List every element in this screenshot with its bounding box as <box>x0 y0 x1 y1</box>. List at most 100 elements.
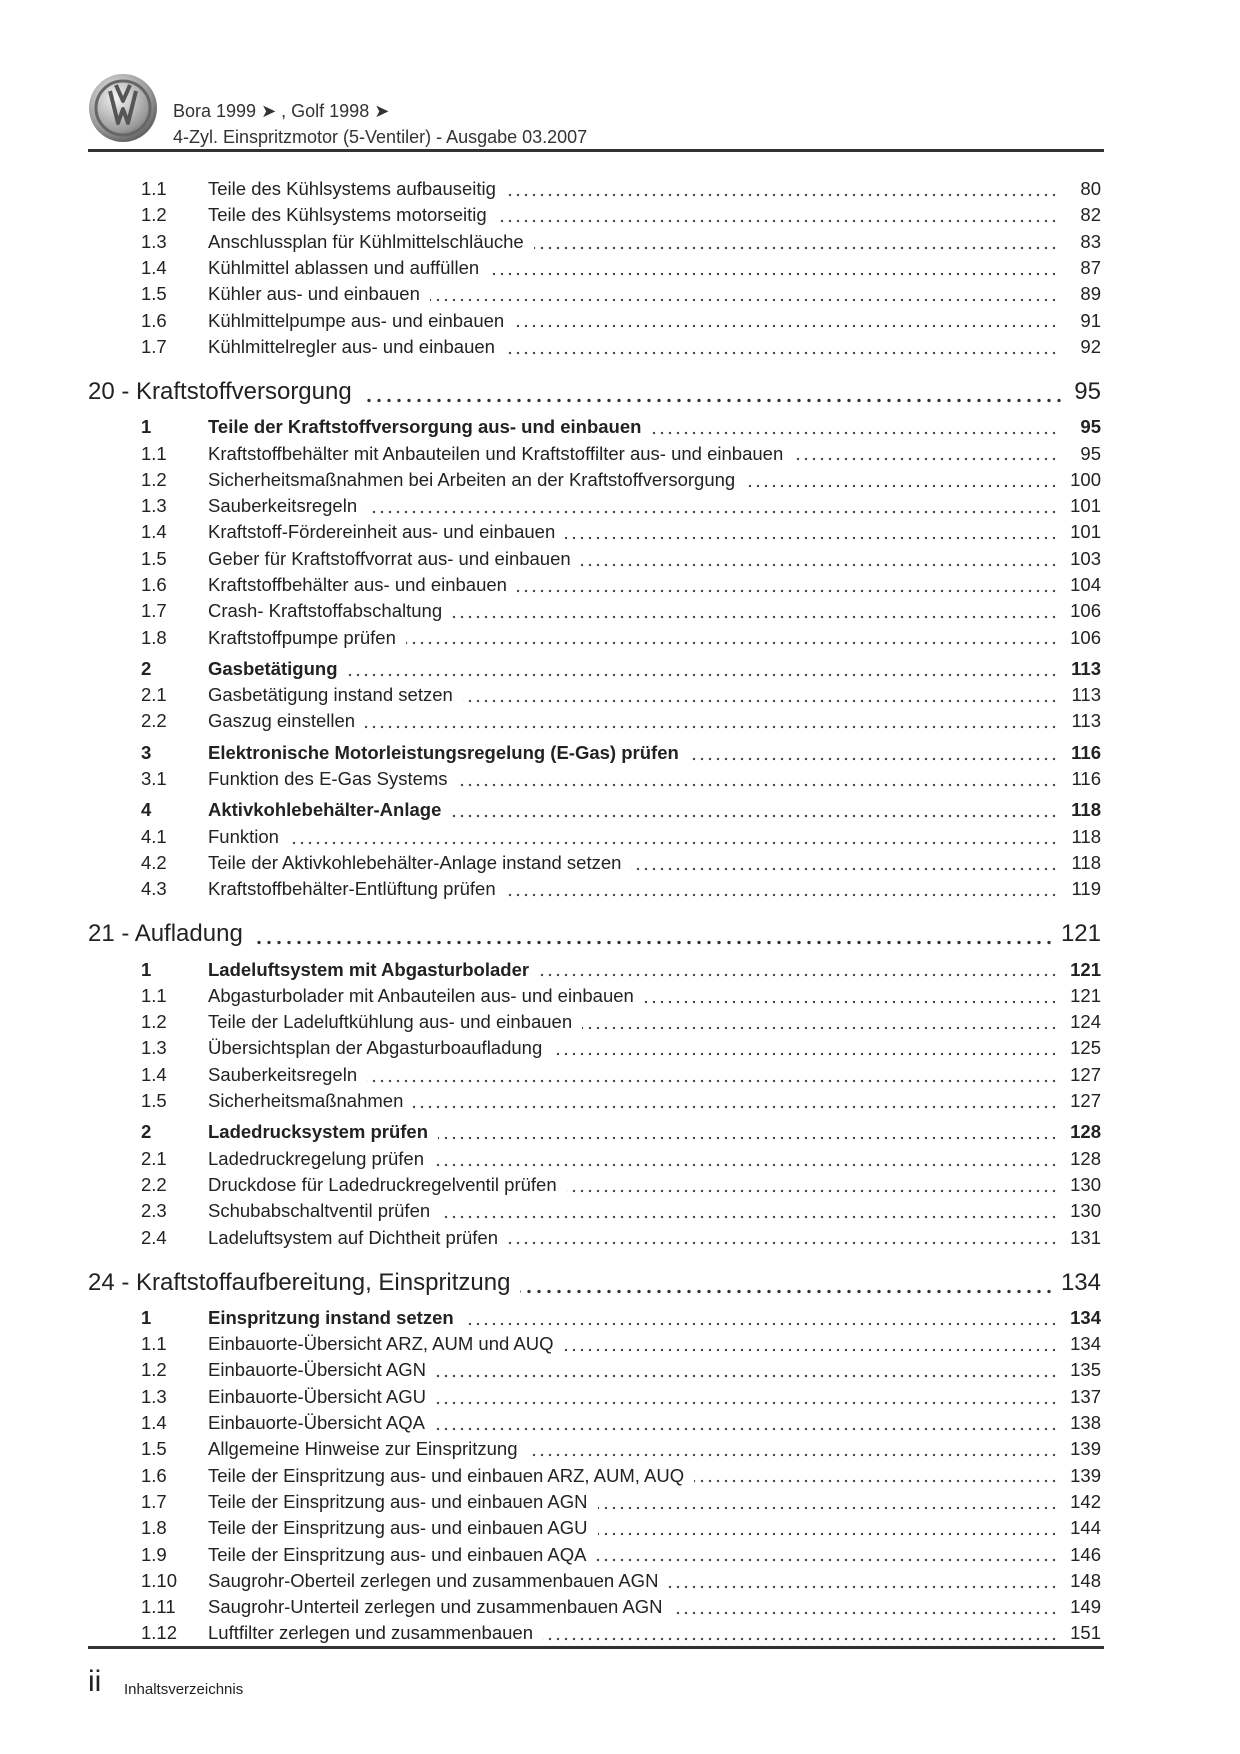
entry-page: 101 <box>1062 521 1101 544</box>
entry-title: Teile der Aktivkohlebehälter-Anlage inst… <box>208 851 632 874</box>
footer-page-number: ii <box>88 1665 102 1698</box>
entry-title: Ladeluftsystem mit Abgasturbolader <box>208 958 540 981</box>
entry-title: Sauberkeitsregeln <box>208 1063 368 1086</box>
toc-subsection[interactable]: 1.8 Teile der Einspritzung aus- und einba… <box>88 1515 1104 1541</box>
toc-subsection[interactable]: 3.1 Funktion des E-Gas Systems 116 <box>88 766 1104 792</box>
entry-number: 1.4 <box>141 1063 167 1085</box>
entry-number: 1 <box>141 958 152 980</box>
toc-subsection[interactable]: 1.5 Geber für Kraftstoffvorrat aus- und e… <box>88 546 1104 572</box>
toc-subsection[interactable]: 1.5 Allgemeine Hinweise zur Einspritzung 1… <box>88 1436 1104 1462</box>
entry-number: 1 <box>141 416 152 438</box>
toc-subsection[interactable]: 1.6 Kühlmittelpumpe aus- und einbauen 91 <box>88 307 1104 333</box>
entry-title: Ladedrucksystem prüfen <box>208 1121 439 1144</box>
toc-section[interactable]: 2 Ladedrucksystem prüfen 128 <box>88 1119 1104 1145</box>
toc-subsection[interactable]: 1.3 Einbauorte-Übersicht AGU 137 <box>88 1384 1104 1410</box>
toc-chapter[interactable]: 24 - Kraftstoffaufbereitung, Einspritzun… <box>88 1266 1104 1300</box>
toc-subsection[interactable]: 1.1 Abgasturbolader mit Anbauteilen aus- … <box>88 983 1104 1009</box>
dot-leader <box>208 725 1058 730</box>
toc-subsection[interactable]: 1.4 Kraftstoff-Fördereinheit aus- und ein… <box>88 519 1104 545</box>
entry-title: Luftfilter zerlegen und zusammenbauen <box>208 1622 543 1645</box>
toc-subsection[interactable]: 2.3 Schubabschaltventil prüfen 130 <box>88 1198 1104 1224</box>
toc-section[interactable]: 3 Elektronische Motorleistungsregelung (E… <box>88 740 1104 766</box>
footer-section-label: Inhaltsverzeichnis <box>124 1681 244 1698</box>
entry-page: 128 <box>1062 1147 1101 1170</box>
toc-subsection[interactable]: 1.3 Sauberkeitsregeln 101 <box>88 493 1104 519</box>
toc-subsection[interactable]: 4.1 Funktion 118 <box>88 824 1104 850</box>
entry-number: 2.1 <box>141 1147 167 1169</box>
dot-leader <box>208 1532 1058 1537</box>
entry-number: 1.3 <box>141 1037 167 1059</box>
entry-title: Funktion des E-Gas Systems <box>208 768 458 791</box>
entry-title: Ladeluftsystem auf Dichtheit prüfen <box>208 1226 508 1249</box>
entry-page: 135 <box>1062 1359 1101 1382</box>
toc-subsection[interactable]: 1.3 Anschlussplan für Kühlmittelschläuche… <box>88 229 1104 255</box>
toc-subsection[interactable]: 2.2 Druckdose für Ladedruckregelventil pr… <box>88 1172 1104 1198</box>
entry-page: 130 <box>1062 1200 1101 1223</box>
toc-subsection[interactable]: 1.1 Teile des Kühlsystems aufbauseitig 80 <box>88 176 1104 202</box>
toc-chapter[interactable]: 21 - Aufladung 121 <box>88 917 1104 951</box>
toc-subsection[interactable]: 1.10 Saugrohr-Oberteil zerlegen und zusam… <box>88 1568 1104 1594</box>
entry-page: 130 <box>1062 1173 1101 1196</box>
entry-number: 2.3 <box>141 1200 167 1222</box>
entry-page: 137 <box>1062 1385 1101 1408</box>
entry-title: Kraftstoffbehälter mit Anbauteilen und K… <box>208 442 794 465</box>
entry-number: 1.4 <box>141 521 167 543</box>
entry-page: 92 <box>1072 335 1101 358</box>
entry-title: Kraftstoffpumpe prüfen <box>208 626 406 649</box>
entry-number: 1.6 <box>141 1464 167 1486</box>
entry-page: 138 <box>1062 1412 1101 1435</box>
toc-subsection[interactable]: 1.2 Teile des Kühlsystems motorseitig 82 <box>88 202 1104 228</box>
toc-section[interactable]: 2 Gasbetätigung 113 <box>88 656 1104 682</box>
entry-title: Kraftstoff-Fördereinheit aus- und einbau… <box>208 521 566 544</box>
entry-page: 121 <box>1062 984 1101 1007</box>
toc-subsection[interactable]: 1.2 Sicherheitsmaßnahmen bei Arbeiten an … <box>88 467 1104 493</box>
toc-subsection[interactable]: 1.5 Sicherheitsmaßnahmen 127 <box>88 1088 1104 1114</box>
header-divider <box>88 149 1104 152</box>
toc-section[interactable]: 1 Einspritzung instand setzen 134 <box>88 1305 1104 1331</box>
toc-subsection[interactable]: 4.2 Teile der Aktivkohlebehälter-Anlage i… <box>88 850 1104 876</box>
toc-subsection[interactable]: 1.11 Saugrohr-Unterteil zerlegen und zusa… <box>88 1594 1104 1620</box>
entry-title: Gasbetätigung instand setzen <box>208 684 463 707</box>
toc-subsection[interactable]: 2.4 Ladeluftsystem auf Dichtheit prüfen 13… <box>88 1224 1104 1250</box>
toc-subsection[interactable]: 1.6 Kraftstoffbehälter aus- und einbauen 1… <box>88 572 1104 598</box>
toc-subsection[interactable]: 1.9 Teile der Einspritzung aus- und einba… <box>88 1541 1104 1567</box>
entry-number: 1.4 <box>141 1412 167 1434</box>
toc-subsection[interactable]: 2.1 Ladedruckregelung prüfen 128 <box>88 1146 1104 1172</box>
toc-subsection[interactable]: 1.5 Kühler aus- und einbauen 89 <box>88 281 1104 307</box>
toc-subsection[interactable]: 1.2 Einbauorte-Übersicht AGN 135 <box>88 1357 1104 1383</box>
toc-subsection[interactable]: 2.1 Gasbetätigung instand setzen 113 <box>88 682 1104 708</box>
toc-subsection[interactable]: 1.4 Einbauorte-Übersicht AQA 138 <box>88 1410 1104 1436</box>
entry-number: 1.1 <box>141 984 167 1006</box>
toc-subsection[interactable]: 1.6 Teile der Einspritzung aus- und einba… <box>88 1462 1104 1488</box>
entry-page: 95 <box>1066 378 1101 407</box>
entry-page: 95 <box>1072 442 1101 465</box>
toc-subsection[interactable]: 1.12 Luftfilter zerlegen und zusammenbaue… <box>88 1620 1104 1646</box>
toc-section[interactable]: 1 Teile der Kraftstoffversorgung aus- und… <box>88 414 1104 440</box>
toc-subsection[interactable]: 1.1 Kraftstoffbehälter mit Anbauteilen un… <box>88 440 1104 466</box>
toc-subsection[interactable]: 4.3 Kraftstoffbehälter-Entlüftung prüfen 1… <box>88 876 1104 902</box>
toc-subsection[interactable]: 1.2 Teile der Ladeluftkühlung aus- und ei… <box>88 1009 1104 1035</box>
entry-page: 103 <box>1062 547 1101 570</box>
entry-title: Anschlussplan für Kühlmittelschläuche <box>208 230 534 253</box>
toc-subsection[interactable]: 1.1 Einbauorte-Übersicht ARZ, AUM und AUQ… <box>88 1331 1104 1357</box>
toc-subsection[interactable]: 1.3 Übersichtsplan der Abgasturboaufladun… <box>88 1035 1104 1061</box>
footer-divider <box>88 1646 1104 1649</box>
dot-leader <box>208 1347 1058 1352</box>
toc-chapter[interactable]: 20 - Kraftstoffversorgung 95 <box>88 375 1104 409</box>
entry-title: Kühler aus- und einbauen <box>208 283 430 306</box>
toc-section[interactable]: 1 Ladeluftsystem mit Abgasturbolader 121 <box>88 956 1104 982</box>
toc-subsection[interactable]: 1.7 Kühlmittelregler aus- und einbauen 92 <box>88 334 1104 360</box>
toc-subsection[interactable]: 1.4 Sauberkeitsregeln 127 <box>88 1062 1104 1088</box>
entry-title: Kühlmittelpumpe aus- und einbauen <box>208 309 515 332</box>
toc-subsection[interactable]: 1.8 Kraftstoffpumpe prüfen 106 <box>88 624 1104 650</box>
toc-subsection[interactable]: 2.2 Gaszug einstellen 113 <box>88 708 1104 734</box>
dot-leader <box>208 1052 1058 1057</box>
toc-subsection[interactable]: 1.7 Teile der Einspritzung aus- und einba… <box>88 1489 1104 1515</box>
toc-subsection[interactable]: 1.7 Crash- Kraftstoffabschaltung 106 <box>88 598 1104 624</box>
toc-subsection[interactable]: 1.4 Kühlmittel ablassen und auffüllen 87 <box>88 255 1104 281</box>
entry-title: Einbauorte-Übersicht ARZ, AUM und AUQ <box>208 1333 564 1356</box>
toc-section[interactable]: 4 Aktivkohlebehälter-Anlage 118 <box>88 797 1104 823</box>
entry-number: 1.3 <box>141 1385 167 1407</box>
entry-title: Saugrohr-Unterteil zerlegen und zusammen… <box>208 1596 673 1619</box>
entry-number: 1.7 <box>141 1490 167 1512</box>
